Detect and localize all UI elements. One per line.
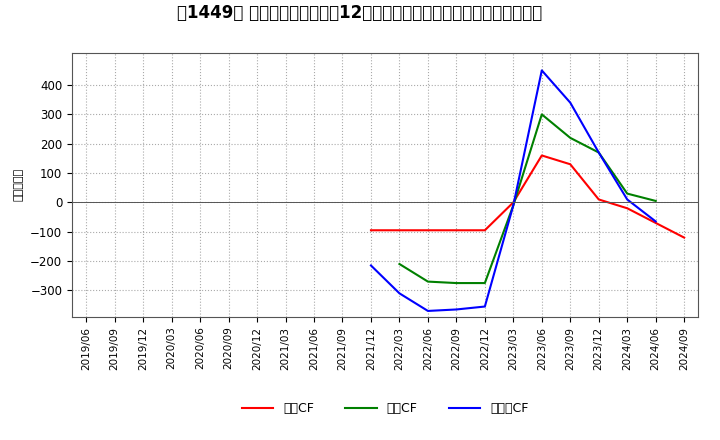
Line: フリーCF: フリーCF (371, 70, 656, 311)
Line: 営業CF: 営業CF (371, 155, 684, 238)
営業CF (595, 197, 603, 202)
フリーCF (395, 291, 404, 296)
投資CF (595, 150, 603, 155)
フリーCF (509, 203, 518, 208)
フリーCF (652, 219, 660, 224)
営業CF (452, 227, 461, 233)
フリーCF (623, 197, 631, 202)
Legend: 営業CF, 投資CF, フリーCF: 営業CF, 投資CF, フリーCF (237, 397, 534, 420)
投資CF (537, 112, 546, 117)
投資CF (652, 198, 660, 204)
営業CF (480, 227, 489, 233)
Line: 投資CF: 投資CF (400, 114, 656, 283)
投資CF (452, 280, 461, 286)
営業CF (680, 235, 688, 240)
営業CF (652, 220, 660, 226)
Text: 【1449】 キャッシュフローの12か月移動合計の対前年同期増減額の推移: 【1449】 キャッシュフローの12か月移動合計の対前年同期増減額の推移 (177, 4, 543, 22)
営業CF (423, 227, 432, 233)
フリーCF (595, 150, 603, 155)
フリーCF (423, 308, 432, 314)
営業CF (537, 153, 546, 158)
投資CF (623, 191, 631, 196)
営業CF (566, 161, 575, 167)
投資CF (480, 280, 489, 286)
フリーCF (366, 263, 375, 268)
営業CF (366, 227, 375, 233)
フリーCF (566, 100, 575, 105)
フリーCF (452, 307, 461, 312)
投資CF (566, 135, 575, 140)
フリーCF (537, 68, 546, 73)
営業CF (395, 227, 404, 233)
投資CF (395, 261, 404, 267)
営業CF (623, 205, 631, 211)
投資CF (509, 203, 518, 208)
営業CF (509, 200, 518, 205)
投資CF (423, 279, 432, 284)
フリーCF (480, 304, 489, 309)
Y-axis label: （百万円）: （百万円） (13, 168, 23, 202)
